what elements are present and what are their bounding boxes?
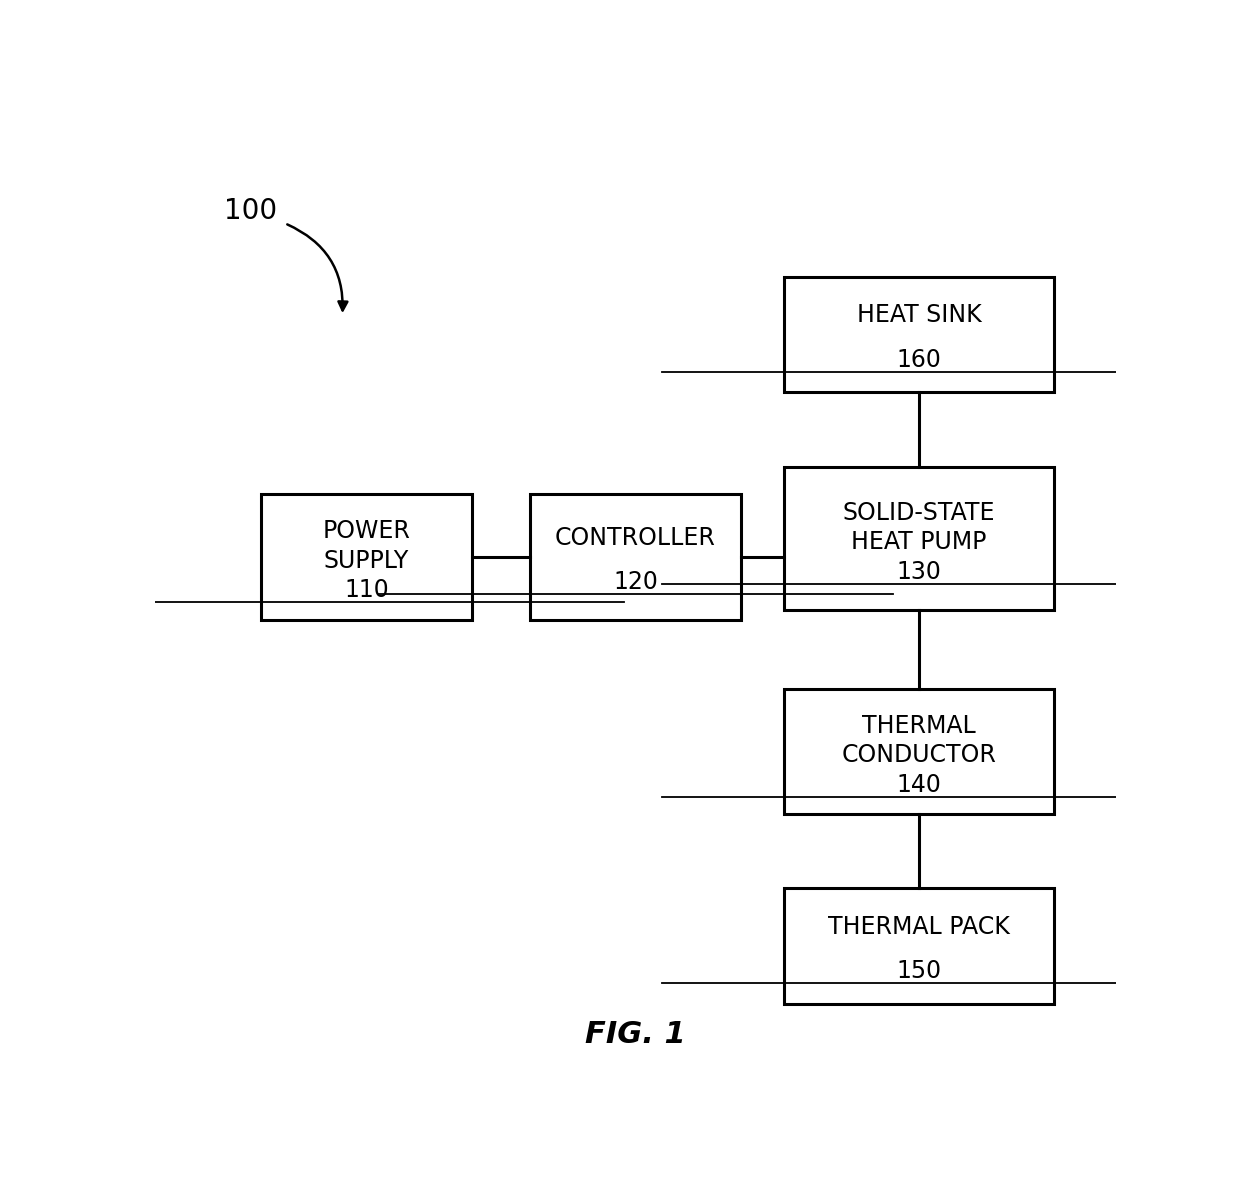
Text: THERMAL PACK: THERMAL PACK [828,915,1009,939]
Text: CONDUCTOR: CONDUCTOR [842,743,997,767]
Text: POWER: POWER [322,519,410,543]
Text: HEAT PUMP: HEAT PUMP [852,530,987,554]
Text: SOLID-STATE: SOLID-STATE [843,501,996,525]
Text: 110: 110 [343,578,389,602]
Text: CONTROLLER: CONTROLLER [556,526,715,549]
Text: 100: 100 [224,196,278,225]
Bar [260,495,472,620]
Text: SUPPLY: SUPPLY [324,549,409,573]
Text: FIG. 1: FIG. 1 [585,1020,686,1049]
Text: THERMAL: THERMAL [862,714,976,738]
Text: HEAT SINK: HEAT SINK [857,303,981,327]
Text: 140: 140 [897,773,941,797]
Text: 120: 120 [613,569,658,594]
Bar [529,495,742,620]
Bar [785,467,1054,610]
Bar [785,277,1054,393]
Bar [785,889,1054,1004]
Bar [785,689,1054,814]
Text: 150: 150 [897,960,941,984]
Text: 160: 160 [897,348,941,372]
Text: 130: 130 [897,560,941,584]
